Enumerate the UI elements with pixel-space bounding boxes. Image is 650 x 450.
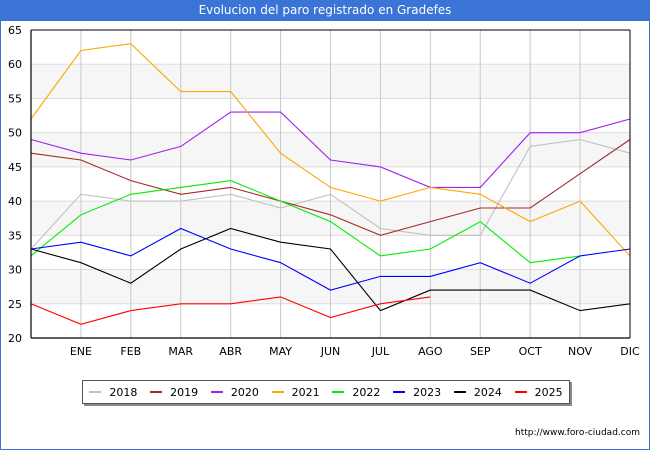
legend-label: 2018 xyxy=(109,385,138,399)
series-line-2022 xyxy=(30,180,581,264)
y-tick-label: 60 xyxy=(8,58,22,71)
x-tick-label: NOV xyxy=(568,345,593,358)
legend-label: 2019 xyxy=(170,385,199,399)
y-tick-label: 50 xyxy=(8,127,22,140)
legend-swatch xyxy=(332,391,345,393)
series-line-2023 xyxy=(30,227,631,291)
x-tick-label: SEP xyxy=(470,345,491,358)
chart-title: Evolucion del paro registrado en Gradefe… xyxy=(0,0,650,21)
legend-item-2020: 2020 xyxy=(210,385,259,399)
y-tick-label: 40 xyxy=(8,195,22,208)
y-tick-labels: 20 25 30 35 40 45 50 55 60 65 xyxy=(8,24,22,345)
legend-item-2021: 2021 xyxy=(271,385,320,399)
x-tick-label: JUL xyxy=(371,345,390,358)
legend-item-2024: 2024 xyxy=(453,385,502,399)
x-tick-label: MAR xyxy=(168,345,193,358)
series-line-2018 xyxy=(30,138,631,250)
y-tick-label: 55 xyxy=(8,92,22,105)
series-line-2020 xyxy=(30,111,631,188)
series-line-2025 xyxy=(30,296,431,325)
series-line-2019 xyxy=(30,139,631,236)
source-credit: http://www.foro-ciudad.com xyxy=(515,428,640,438)
legend-item-2018: 2018 xyxy=(89,386,137,399)
legend-swatch xyxy=(453,391,466,393)
x-tick-label: MAY xyxy=(269,345,292,358)
axes xyxy=(30,29,631,339)
legend-item-2023: 2023 xyxy=(393,386,441,399)
legend-swatch xyxy=(514,391,527,393)
legend-label: 2023 xyxy=(413,385,442,399)
y-tick-label: 35 xyxy=(8,229,22,242)
series-line-2021 xyxy=(30,43,631,257)
legend-label: 2021 xyxy=(291,385,320,399)
legend-label: 2024 xyxy=(473,385,502,399)
legend-item-2019: 2019 xyxy=(150,386,198,399)
y-tick-label: 30 xyxy=(8,264,22,277)
x-tick-label: AGO xyxy=(418,345,443,358)
y-tick-label: 65 xyxy=(8,24,22,37)
legend-swatch xyxy=(210,391,223,393)
x-tick-label: FEB xyxy=(120,345,141,358)
x-tick-label: ENE xyxy=(70,345,92,358)
y-tick-label: 20 xyxy=(8,332,22,345)
legend-label: 2022 xyxy=(352,385,381,399)
legend-swatch xyxy=(89,391,102,393)
legend-item-2025: 2025 xyxy=(514,385,563,399)
legend-label: 2020 xyxy=(230,385,259,399)
x-tick-label: DIC xyxy=(620,345,640,358)
series-lines xyxy=(30,43,631,325)
legend: 2018 2019 2020 2021 2022 2023 2024 2025 xyxy=(82,380,570,404)
x-tick-labels: ENE FEB MAR ABR MAY JUN JUL AGO SEP OCT NOV DIC xyxy=(70,345,640,358)
legend-swatch xyxy=(393,391,406,393)
y-tick-label: 25 xyxy=(8,298,22,311)
legend-label: 2025 xyxy=(534,385,563,399)
x-tick-label: ABR xyxy=(219,345,242,358)
series-line-2024 xyxy=(30,227,631,312)
legend-swatch xyxy=(271,391,284,393)
legend-item-2022: 2022 xyxy=(332,386,380,399)
x-tick-label: JUN xyxy=(320,345,341,358)
legend-swatch xyxy=(150,391,163,393)
x-tick-label: OCT xyxy=(519,345,542,358)
y-tick-label: 45 xyxy=(8,161,22,174)
